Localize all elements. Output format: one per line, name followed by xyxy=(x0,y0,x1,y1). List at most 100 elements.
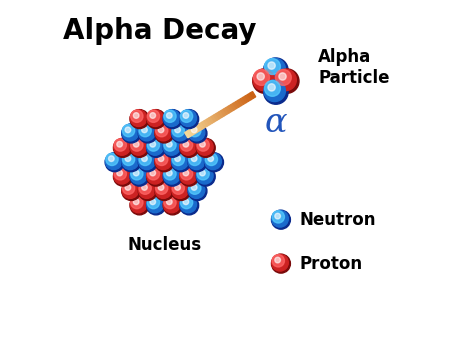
Circle shape xyxy=(197,139,209,151)
Circle shape xyxy=(146,196,165,215)
Circle shape xyxy=(147,196,164,213)
Circle shape xyxy=(139,182,151,194)
Circle shape xyxy=(279,73,286,80)
Circle shape xyxy=(131,196,143,209)
Circle shape xyxy=(172,182,188,198)
FancyArrow shape xyxy=(240,97,246,104)
Circle shape xyxy=(130,110,149,128)
Circle shape xyxy=(130,139,147,155)
Circle shape xyxy=(272,255,288,271)
Circle shape xyxy=(138,182,157,200)
Circle shape xyxy=(253,69,277,93)
FancyArrow shape xyxy=(223,108,229,114)
Circle shape xyxy=(172,124,191,143)
Circle shape xyxy=(164,110,180,126)
Circle shape xyxy=(188,153,207,172)
Circle shape xyxy=(191,185,197,190)
Circle shape xyxy=(275,213,281,219)
Circle shape xyxy=(164,167,180,184)
Circle shape xyxy=(180,139,197,155)
Circle shape xyxy=(268,62,275,69)
Circle shape xyxy=(200,141,205,147)
Circle shape xyxy=(163,167,182,186)
Circle shape xyxy=(188,153,205,170)
Circle shape xyxy=(172,124,188,141)
Circle shape xyxy=(180,196,197,213)
Circle shape xyxy=(142,127,147,133)
FancyArrow shape xyxy=(194,125,200,132)
Circle shape xyxy=(105,153,122,170)
Circle shape xyxy=(264,58,281,74)
Circle shape xyxy=(268,84,275,91)
Circle shape xyxy=(205,153,223,172)
Circle shape xyxy=(200,170,205,176)
Circle shape xyxy=(164,139,176,151)
Circle shape xyxy=(122,182,138,198)
Circle shape xyxy=(183,113,189,118)
Circle shape xyxy=(114,139,130,155)
Circle shape xyxy=(138,153,157,172)
FancyArrow shape xyxy=(248,93,253,100)
Circle shape xyxy=(139,153,151,166)
Circle shape xyxy=(196,167,215,186)
Circle shape xyxy=(142,185,147,190)
Circle shape xyxy=(114,139,127,151)
Text: α: α xyxy=(264,107,287,139)
Circle shape xyxy=(181,196,192,209)
Circle shape xyxy=(183,199,189,204)
Circle shape xyxy=(133,141,139,147)
Circle shape xyxy=(147,139,160,151)
Circle shape xyxy=(166,141,172,147)
Circle shape xyxy=(147,167,164,184)
Circle shape xyxy=(155,182,168,194)
Circle shape xyxy=(113,167,132,186)
Circle shape xyxy=(205,153,218,166)
Circle shape xyxy=(117,141,122,147)
Circle shape xyxy=(105,153,124,172)
FancyArrow shape xyxy=(216,112,222,119)
Circle shape xyxy=(208,156,214,162)
Circle shape xyxy=(196,138,215,157)
Circle shape xyxy=(155,182,172,198)
FancyArrow shape xyxy=(199,122,205,129)
Circle shape xyxy=(150,170,155,176)
Circle shape xyxy=(155,124,174,143)
Text: Proton: Proton xyxy=(300,255,363,273)
Circle shape xyxy=(122,124,135,137)
Circle shape xyxy=(264,80,285,101)
Circle shape xyxy=(172,153,191,172)
FancyArrow shape xyxy=(250,92,255,98)
FancyArrow shape xyxy=(233,102,239,108)
FancyArrow shape xyxy=(209,117,215,123)
Circle shape xyxy=(189,124,201,137)
Circle shape xyxy=(131,110,143,122)
FancyArrow shape xyxy=(236,100,241,107)
Text: Alpha
Particle: Alpha Particle xyxy=(318,48,390,87)
Circle shape xyxy=(189,153,201,166)
FancyArrow shape xyxy=(187,130,193,136)
Text: Alpha Decay: Alpha Decay xyxy=(63,17,256,45)
FancyArrow shape xyxy=(231,103,237,110)
Circle shape xyxy=(147,168,160,180)
Circle shape xyxy=(164,168,176,180)
Circle shape xyxy=(158,185,164,190)
Circle shape xyxy=(275,257,281,263)
Circle shape xyxy=(114,167,130,184)
Circle shape xyxy=(257,73,264,80)
FancyArrow shape xyxy=(219,111,224,117)
Circle shape xyxy=(264,58,288,82)
Circle shape xyxy=(122,182,135,194)
Circle shape xyxy=(155,153,174,172)
Circle shape xyxy=(264,80,281,96)
Circle shape xyxy=(155,124,168,137)
Circle shape xyxy=(125,185,131,190)
FancyArrow shape xyxy=(190,128,195,135)
Circle shape xyxy=(172,153,184,166)
Circle shape xyxy=(175,127,181,133)
FancyArrow shape xyxy=(238,99,244,105)
Text: Nucleus: Nucleus xyxy=(127,236,201,254)
Circle shape xyxy=(113,138,132,157)
Circle shape xyxy=(155,182,174,200)
Circle shape xyxy=(163,110,182,128)
Circle shape xyxy=(191,127,197,133)
